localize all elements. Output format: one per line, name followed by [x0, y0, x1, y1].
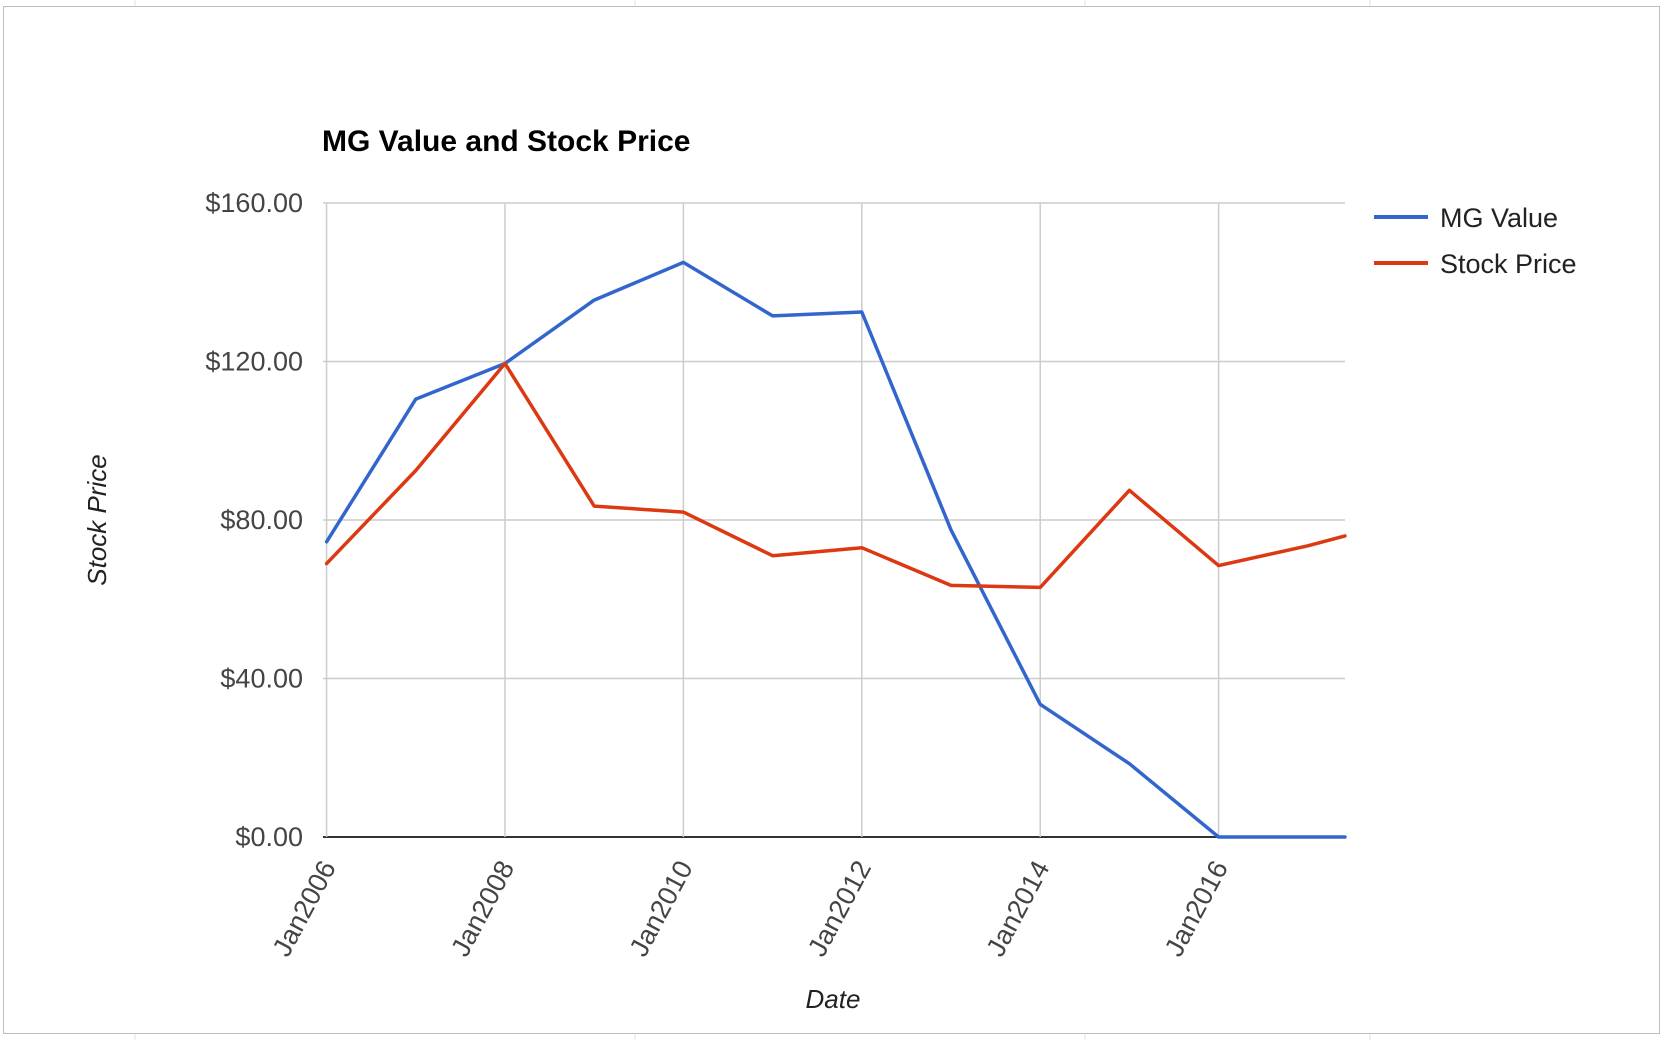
legend[interactable]: MG Value Stock Price: [1374, 203, 1577, 279]
chart-title: MG Value and Stock Price: [322, 125, 690, 158]
y-tick-label: $80.00: [220, 505, 303, 535]
legend-item-mg-value[interactable]: MG Value: [1374, 203, 1558, 233]
y-axis-ticks: $0.00 $40.00 $80.00 $120.00 $160.00: [205, 188, 303, 852]
y-axis-title: Stock Price: [82, 454, 112, 586]
gridlines: [323, 202, 1345, 838]
x-tick-label: Jan2008: [445, 856, 520, 962]
series-line-stock-price[interactable]: [324, 361, 1347, 590]
x-tick-label: Jan2012: [802, 856, 877, 962]
x-axis-ticks: Jan2006 Jan2008 Jan2010 Jan2012 Jan2014 Jan20…: [267, 856, 1234, 962]
x-axis-title: Date: [806, 984, 861, 1014]
x-tick-label: Jan2006: [267, 856, 342, 962]
y-tick-label: $160.00: [205, 188, 303, 218]
y-tick-label: $0.00: [235, 822, 303, 852]
legend-item-stock-price[interactable]: Stock Price: [1374, 249, 1577, 279]
x-tick-label: Jan2014: [980, 856, 1055, 962]
series-lines: [324, 260, 1347, 839]
legend-label-stock-price: Stock Price: [1440, 249, 1577, 279]
y-tick-label: $120.00: [205, 347, 303, 377]
legend-label-mg-value: MG Value: [1440, 203, 1558, 233]
x-tick-label: Jan2016: [1159, 856, 1234, 962]
y-tick-label: $40.00: [220, 664, 303, 694]
x-tick-label: Jan2010: [624, 856, 699, 962]
